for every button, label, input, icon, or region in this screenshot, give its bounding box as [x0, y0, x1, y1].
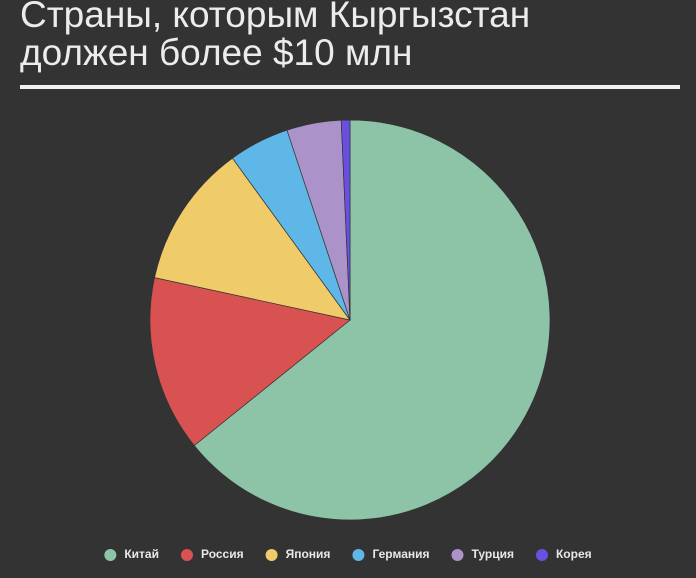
legend-marker: [535, 549, 548, 561]
legend-marker: [104, 549, 117, 561]
pie-slice: [154, 157, 351, 321]
legend-marker: [265, 549, 278, 561]
chart-title: Страны, которым Кыргызстан должен более …: [20, 0, 531, 73]
legend-marker: [352, 549, 365, 561]
title-rule: [20, 85, 680, 89]
legend-label[interactable]: Япония: [286, 547, 331, 561]
pie-slice: [340, 119, 351, 321]
legend-label[interactable]: Китай: [124, 547, 159, 561]
pie-slice: [149, 277, 351, 447]
legend-label[interactable]: Германия: [372, 547, 429, 561]
pie-slice: [193, 119, 551, 521]
legend-marker: [180, 549, 193, 561]
legend-label[interactable]: Корея: [556, 547, 592, 561]
legend-marker: [451, 549, 464, 561]
legend-label[interactable]: Россия: [201, 547, 244, 561]
legend-label[interactable]: Турция: [472, 547, 514, 561]
